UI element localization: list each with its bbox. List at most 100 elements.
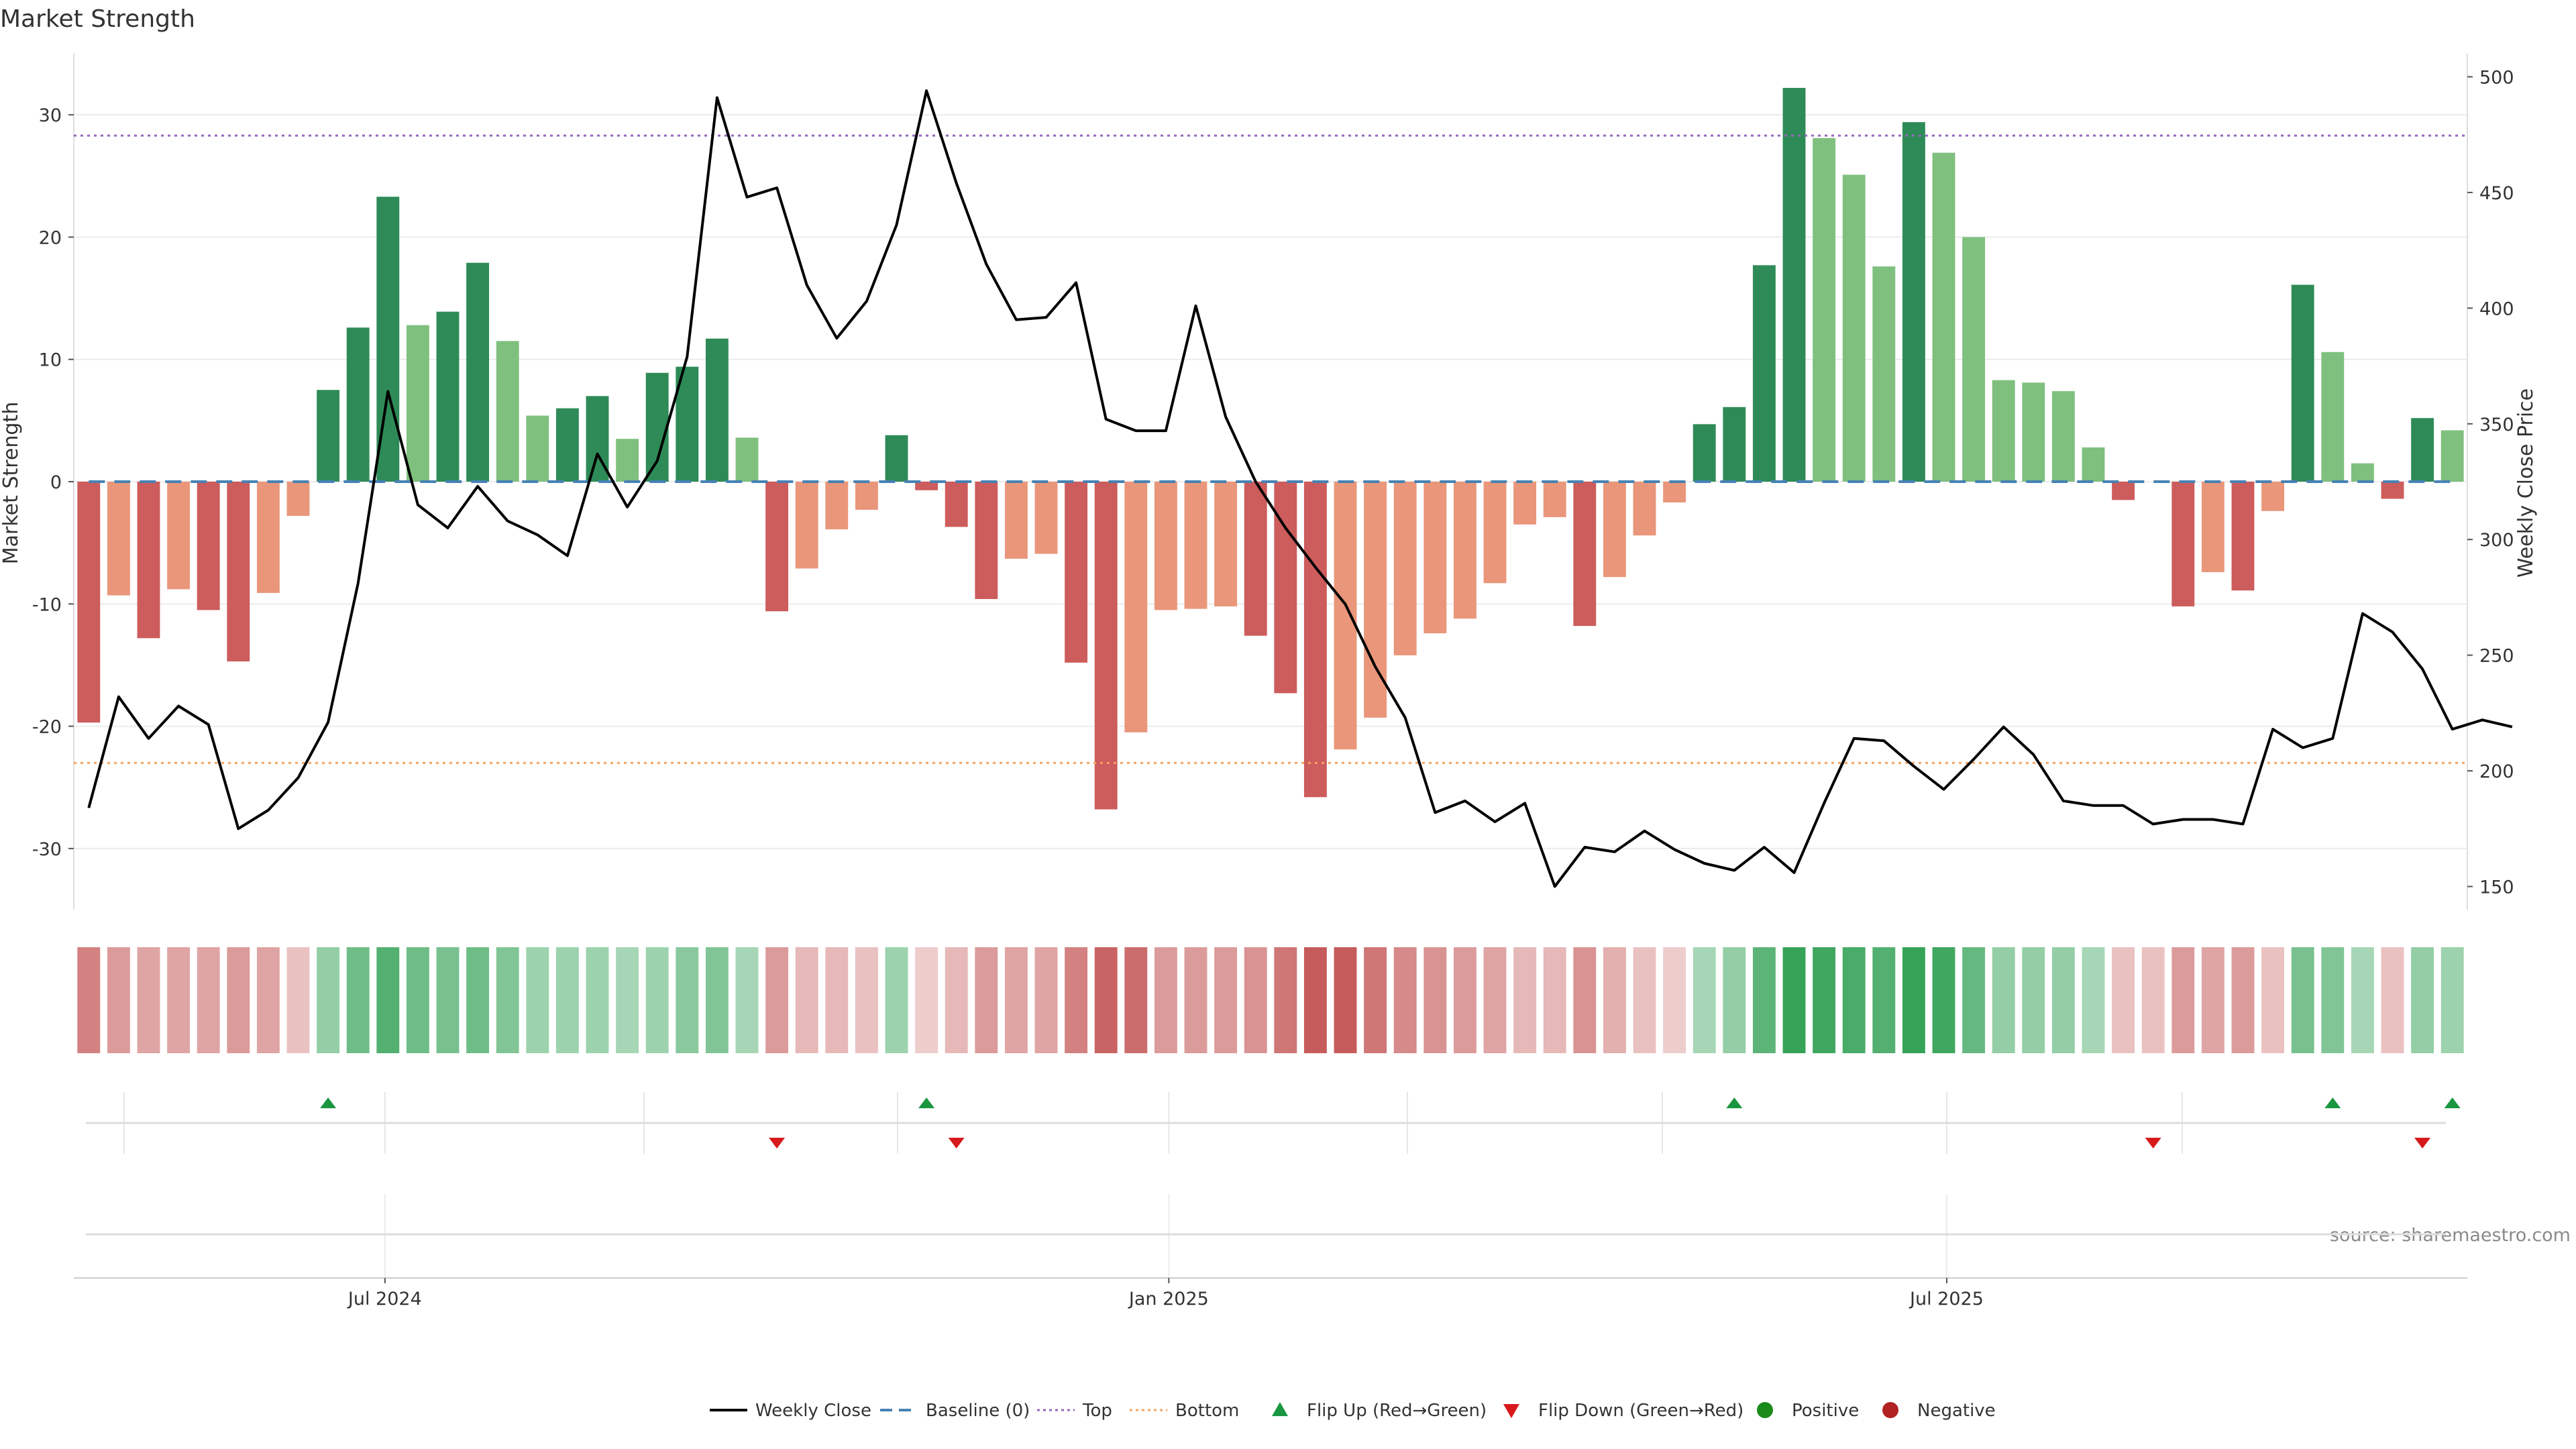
heat-cell (616, 947, 639, 1053)
flip-up-marker (2324, 1097, 2341, 1108)
heat-cell (197, 947, 220, 1053)
left-tick-label: 30 (39, 105, 62, 126)
strength-bar (286, 482, 310, 517)
strength-bar (1633, 482, 1656, 536)
heat-cell (1693, 947, 1716, 1053)
strength-bar (915, 482, 938, 490)
heat-cell (676, 947, 699, 1053)
heat-cell (885, 947, 908, 1053)
strength-bar (1962, 237, 1986, 482)
strength-bar (2201, 482, 2224, 572)
legend-label: Negative (1917, 1401, 1996, 1421)
heat-cell (1124, 947, 1148, 1053)
strength-bar (1154, 482, 1177, 610)
legend-label: Flip Up (Red→Green) (1307, 1401, 1487, 1421)
heat-cell (1932, 947, 1955, 1053)
heat-cell (167, 947, 191, 1053)
heat-cell (1813, 947, 1836, 1053)
right-tick-label: 400 (2479, 299, 2514, 319)
heat-cell (466, 947, 490, 1053)
heat-cell (2411, 947, 2434, 1053)
heat-cell (2291, 947, 2314, 1053)
legend-label: Weekly Close (755, 1401, 871, 1421)
right-tick-label: 250 (2479, 646, 2514, 667)
legend-label: Baseline (0) (926, 1401, 1030, 1421)
heat-cell (2082, 947, 2105, 1053)
bottom-panel: Jul 2024 Jan 2025 Jul 2025 (74, 1194, 2467, 1309)
strength-bar (256, 482, 280, 593)
strength-bar (2411, 418, 2434, 482)
heat-cell (975, 947, 998, 1053)
strength-bar (167, 482, 191, 590)
legend-label: Positive (1792, 1401, 1859, 1421)
right-tick-label: 200 (2479, 761, 2514, 782)
heat-cell (645, 947, 669, 1053)
strength-bar (975, 482, 998, 599)
heat-cell (1453, 947, 1477, 1053)
heat-cell (1603, 947, 1626, 1053)
strength-bar (1573, 482, 1597, 627)
heat-cell (2112, 947, 2135, 1053)
strength-bar (1393, 482, 1417, 655)
legend-label: Top (1082, 1401, 1112, 1421)
heat-cell (107, 947, 130, 1053)
flip-down-marker (769, 1138, 786, 1148)
heat-cell (586, 947, 609, 1053)
strength-bar (197, 482, 220, 610)
flip-down-marker (2414, 1138, 2431, 1148)
strength-bar (1034, 482, 1058, 554)
strength-bar (1872, 266, 1896, 482)
heat-cell (2261, 947, 2285, 1053)
heat-cell (1902, 947, 1925, 1053)
strength-bar (436, 311, 460, 482)
heat-cell (256, 947, 280, 1053)
strength-bar (1663, 482, 1686, 502)
heat-cell (526, 947, 549, 1053)
heat-cell (1004, 947, 1028, 1053)
strength-bar (1723, 407, 1746, 482)
strength-bar (1184, 482, 1208, 609)
heat-cell (1303, 947, 1327, 1053)
strength-bar (1902, 122, 1925, 482)
heat-cell (1752, 947, 1776, 1053)
strength-bar (1752, 265, 1776, 482)
right-tick-label: 300 (2479, 530, 2514, 551)
heat-cell (77, 947, 101, 1053)
strength-bar (1543, 482, 1566, 517)
heat-cell (1424, 947, 1447, 1053)
left-tick-label: -20 (32, 717, 62, 738)
strength-bar (1004, 482, 1028, 559)
heat-cell (2351, 947, 2374, 1053)
heat-cell (1184, 947, 1208, 1053)
strength-bar (1932, 152, 1955, 482)
heat-cell (765, 947, 789, 1053)
strength-bar (1424, 482, 1447, 634)
heat-cell (1364, 947, 1387, 1053)
heat-cell (1065, 947, 1088, 1053)
heat-cell (1723, 947, 1746, 1053)
strength-bar (2231, 482, 2255, 591)
strength-bar (2321, 352, 2345, 482)
heat-cell (915, 947, 938, 1053)
strength-bar (77, 482, 101, 723)
heat-cell (1214, 947, 1238, 1053)
strength-bar (1124, 482, 1148, 733)
heat-cell (2201, 947, 2224, 1053)
heat-cell (1483, 947, 1507, 1053)
flip-down-marker (948, 1138, 965, 1148)
strength-bar (1483, 482, 1507, 584)
flip-markers-panel (86, 1092, 2461, 1154)
heat-cell (1274, 947, 1297, 1053)
strength-bar (855, 482, 878, 510)
right-tick-label: 450 (2479, 183, 2514, 204)
heat-cell (286, 947, 310, 1053)
strength-bar (616, 439, 639, 482)
strength-bar (1603, 482, 1626, 578)
strength-bar (2351, 463, 2374, 482)
flip-up-marker (918, 1097, 935, 1108)
left-tick-label: 10 (39, 350, 62, 371)
heat-cell (2171, 947, 2195, 1053)
strength-bar (1453, 482, 1477, 619)
x-tick-label: Jul 2024 (347, 1289, 422, 1309)
